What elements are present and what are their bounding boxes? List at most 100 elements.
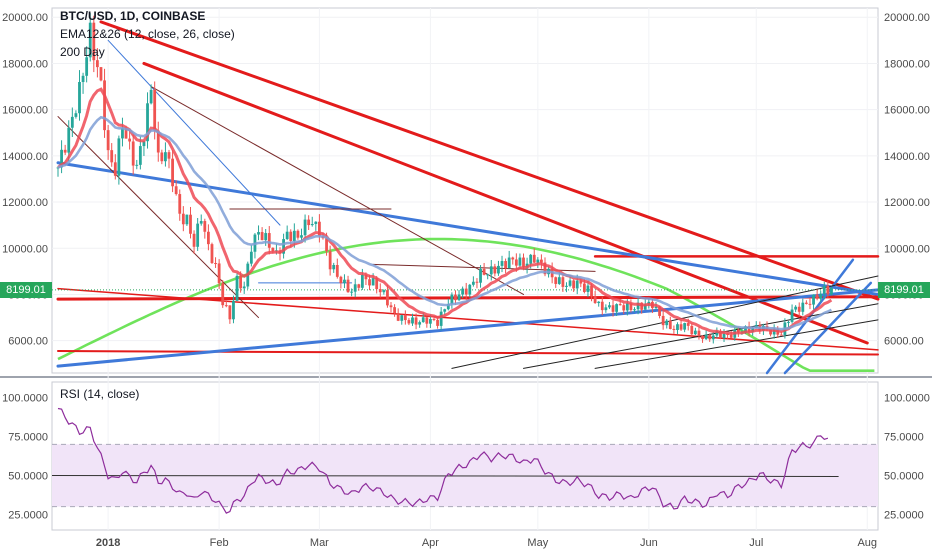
candle-body [88,22,92,58]
candle-body [683,323,687,330]
price-tick-label-right: 14000.00 [884,151,930,163]
candle-body [500,261,504,266]
candle-body [235,275,239,301]
rsi-tick-label-left: 25.0000 [8,509,48,521]
candle-body [629,303,633,311]
candle-body [67,127,71,153]
candle-body [679,324,683,330]
candle-body [217,263,221,284]
candle-body [471,281,475,285]
ema-layer [57,87,833,336]
trend-channel-3 [594,319,879,369]
time-tick-label: Jun [640,537,658,549]
rsi-tick-label-left: 50.0000 [8,470,48,482]
candle-body [189,214,192,234]
trend-blue-steep-2 [783,281,873,375]
candle-body [167,152,171,159]
candle-body [421,317,425,323]
candle-body [99,67,103,81]
candle-body [70,116,74,128]
candle-body [267,233,271,248]
candle-body [715,330,719,336]
ema-26-line [57,115,832,331]
price-tick-label-right: 12000.00 [884,197,930,209]
candle-body [693,330,697,335]
candle-body [432,318,436,320]
candle-body [590,285,593,297]
candle-body [174,186,178,195]
candle-body [414,317,418,325]
candle-body [81,75,85,83]
price-tick-label-left: 6000.00 [8,336,48,348]
candle-body [812,294,815,305]
candle-body [149,89,153,104]
trend-red-floor [57,350,879,356]
candle-body [665,320,669,326]
candle-body [532,254,536,263]
price-tick-label-left: 16000.00 [2,105,48,117]
candle-body [822,285,826,294]
candle-body [160,152,164,162]
candle-body [711,335,715,340]
candle-body [804,302,808,304]
candle-body [475,281,479,283]
trend-fan-3 [150,86,525,295]
candle-body [497,265,500,274]
trend-fan-1 [57,116,260,319]
candle-body [60,149,63,168]
rsi-layer [51,407,878,514]
candle-body [482,268,486,275]
candle-body [511,257,515,260]
candle-body [307,219,311,226]
price-tick-label-right: 18000.00 [884,58,930,70]
time-tick-label: Feb [210,537,229,549]
candle-body [56,167,60,169]
trend-blue-ascending [56,288,880,368]
candle-body [328,251,332,270]
price-tick-label-left: 14000.00 [2,151,48,163]
candle-body [454,294,457,301]
candle-body [436,319,439,326]
candle-body [468,284,472,295]
candle-body [676,324,679,331]
trend-channel-2 [523,303,879,369]
candle-body [418,322,422,325]
candle-body [153,89,157,131]
candle-body [138,146,142,165]
trend-fan-2 [107,39,281,226]
trend-channel-1 [451,275,879,369]
candle-body [171,158,174,187]
candle-body [787,321,790,323]
ma-legend: 200 Day [60,45,105,59]
candle-body [507,257,511,269]
candle-body [203,221,207,232]
price-tick-label-right: 6000.00 [884,336,924,348]
candle-body [697,330,701,336]
candle-body [518,257,522,266]
price-tick-label-right: 10000.00 [884,243,930,255]
candle-body [600,301,604,311]
candle-body [128,138,132,142]
candle-body [192,233,196,247]
candle-body [164,152,167,162]
candle-body [643,304,647,310]
candle-body [300,235,303,238]
candle-body [393,307,396,314]
candle-body [593,296,597,304]
candle-body [343,279,346,284]
candle-body [622,305,626,311]
candle-body [668,320,672,329]
candle-body [411,317,414,324]
candle-body [561,277,565,287]
candle-body [310,224,314,226]
candle-body [529,254,533,264]
candle-body [407,320,411,324]
candle-body [185,214,189,225]
price-tick-label-left: 20000.00 [2,12,48,24]
candle-body [446,303,450,310]
candle-body [181,213,185,225]
candle-body [364,274,368,280]
candle-body [210,244,214,264]
price-tick-label-left: 10000.00 [2,243,48,255]
